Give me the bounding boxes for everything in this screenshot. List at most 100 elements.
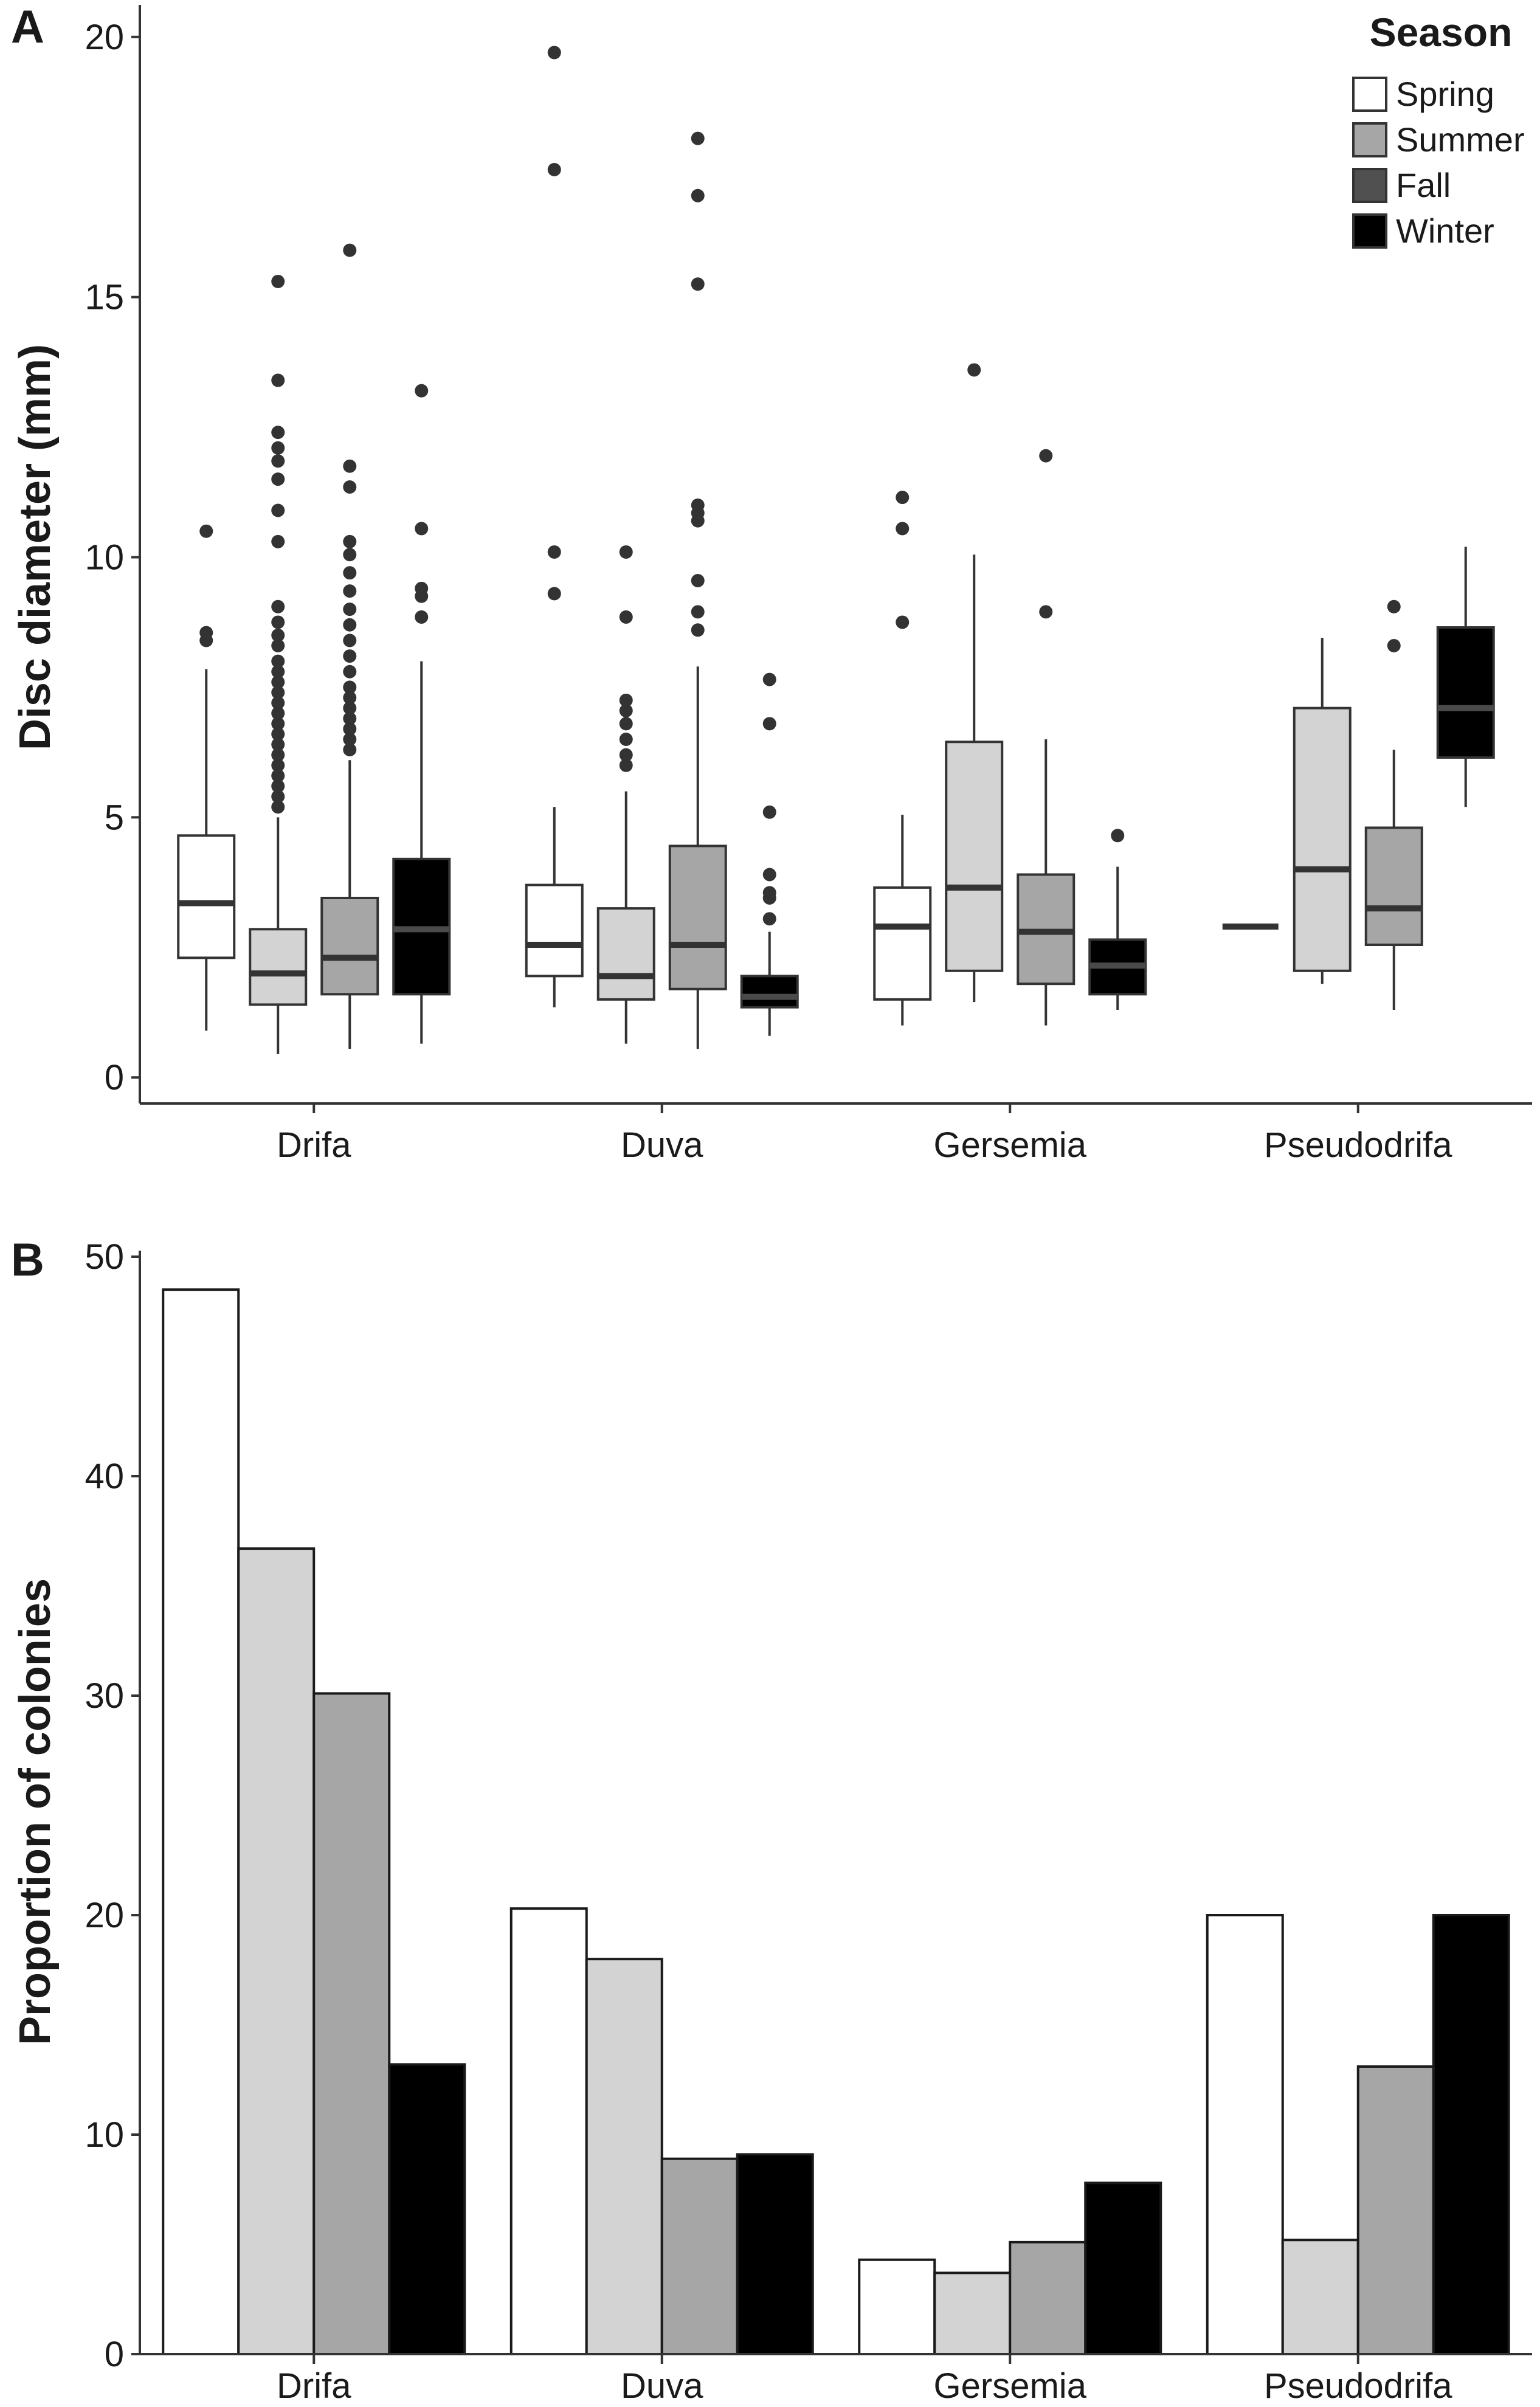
panel-b-plot-area [162, 1288, 1510, 2356]
panel-a-x-tick-label-drifa: Drifa [277, 1125, 351, 1165]
outlier-point [271, 615, 285, 629]
outlier-point [271, 675, 285, 689]
outlier-point [343, 534, 357, 548]
legend-title: Season [1370, 10, 1513, 55]
outlier-point [271, 748, 285, 762]
outlier-point [691, 277, 705, 291]
panel-a-x-tick-labels: Drifa Duva Gersemia Pseudodrifa [277, 1125, 1452, 1165]
outlier-point [619, 748, 633, 762]
box-body [740, 975, 799, 1009]
outlier-point [547, 46, 561, 60]
outlier-point [343, 743, 357, 757]
outlier-point [343, 665, 357, 679]
box-duva-spring [525, 46, 584, 1007]
outlier-point [619, 717, 633, 731]
outlier-point [619, 758, 633, 772]
outlier-point [271, 717, 285, 731]
panel-a-ticks: 0 5 10 15 20 [85, 18, 140, 1097]
outlier-point [343, 691, 357, 705]
panel-b-y-tick-label-0: 0 [105, 2335, 124, 2374]
outlier-point [343, 243, 357, 257]
bar-drifa-spring [162, 1288, 240, 2355]
panel-b-y-tick-label-30: 30 [85, 1676, 124, 1716]
bar-gersemia-summer [933, 2271, 1012, 2355]
legend-label-summer: Summer [1396, 120, 1525, 159]
outlier-point [271, 599, 285, 613]
legend-label-fall: Fall [1396, 166, 1451, 204]
panel-a-plot-area [177, 46, 1495, 1054]
bar-duva-winter [736, 2153, 814, 2355]
bar-duva-fall [660, 2157, 739, 2355]
outlier-point [1039, 449, 1053, 463]
outlier-point [762, 805, 776, 819]
panel-b-y-tick-label-40: 40 [85, 1457, 124, 1496]
outlier-point [343, 548, 357, 562]
outlier-point [691, 131, 705, 145]
bar-gersemia-fall [1009, 2240, 1087, 2355]
outlier-point [619, 610, 633, 624]
outlier-point [415, 610, 429, 624]
outlier-point [271, 503, 285, 517]
outlier-point [271, 706, 285, 720]
box-body [320, 896, 379, 996]
outlier-point [619, 693, 633, 707]
box-drifa-spring [177, 524, 236, 1031]
outlier-point [343, 649, 357, 663]
panel-b-y-axis-title: Proportion of colonies [11, 1578, 60, 2045]
box-body [177, 834, 236, 959]
box-gersemia-summer [945, 363, 1004, 1003]
bar-gersemia-spring [858, 2258, 936, 2356]
box-pseudodrifa-fall [1364, 599, 1423, 1010]
bar-pseudodrifa-summer [1281, 2239, 1359, 2356]
outlier-point [343, 459, 357, 473]
panel-b-y-tick-label-10: 10 [85, 2115, 124, 2155]
outlier-point [1111, 829, 1125, 843]
outlier-point [619, 703, 633, 717]
outlier-point [343, 722, 357, 736]
outlier-point [547, 587, 561, 601]
outlier-point [343, 733, 357, 746]
outlier-point [271, 638, 285, 652]
box-pseudodrifa-summer [1293, 638, 1352, 984]
panel-a-x-tick-label-gersemia: Gersemia [934, 1125, 1087, 1165]
box-duva-fall [668, 131, 727, 1049]
outlier-point [691, 605, 705, 619]
legend-swatch-fall [1352, 168, 1387, 203]
outlier-point [271, 790, 285, 804]
outlier-point [343, 603, 357, 616]
outlier-point [691, 188, 705, 202]
outlier-point [896, 491, 910, 505]
box-drifa-winter [392, 384, 451, 1044]
panel-a-y-tick-label-20: 20 [85, 18, 124, 57]
panel-a-y-tick-label-10: 10 [85, 538, 124, 578]
box-body [873, 886, 932, 1001]
outlier-point [271, 665, 285, 679]
outlier-point [762, 886, 776, 900]
bar-pseudodrifa-winter [1432, 1914, 1510, 2355]
outlier-point [343, 480, 357, 494]
outlier-point [271, 685, 285, 699]
panel-b-x-tick-label-pseudodrifa: Pseudodrifa [1264, 2366, 1452, 2406]
panel-b-x-tick-label-gersemia: Gersemia [934, 2366, 1087, 2406]
outlier-point [271, 758, 285, 772]
outlier-point [415, 581, 429, 595]
panel-a-axes [139, 5, 1532, 1113]
outlier-point [415, 522, 429, 536]
outlier-point [343, 584, 357, 598]
outlier-point [271, 454, 285, 468]
outlier-point [343, 634, 357, 648]
outlier-point [199, 524, 213, 538]
legend-swatch-spring [1352, 77, 1387, 112]
outlier-point [762, 672, 776, 686]
panel-b-x-tick-label-duva: Duva [621, 2366, 703, 2406]
panel-b-y-tick-label-20: 20 [85, 1896, 124, 1935]
outlier-point [762, 912, 776, 926]
bar-drifa-summer [237, 1547, 316, 2355]
outlier-point [343, 618, 357, 632]
panel-a-y-tick-label-0: 0 [105, 1058, 124, 1097]
panel-a-x-tick-label-pseudodrifa: Pseudodrifa [1264, 1125, 1452, 1165]
outlier-point [762, 868, 776, 882]
outlier-point [691, 498, 705, 512]
panel-b-x-tick-labels: Drifa Duva Gersemia Pseudodrifa [277, 2366, 1452, 2406]
outlier-point [271, 426, 285, 440]
